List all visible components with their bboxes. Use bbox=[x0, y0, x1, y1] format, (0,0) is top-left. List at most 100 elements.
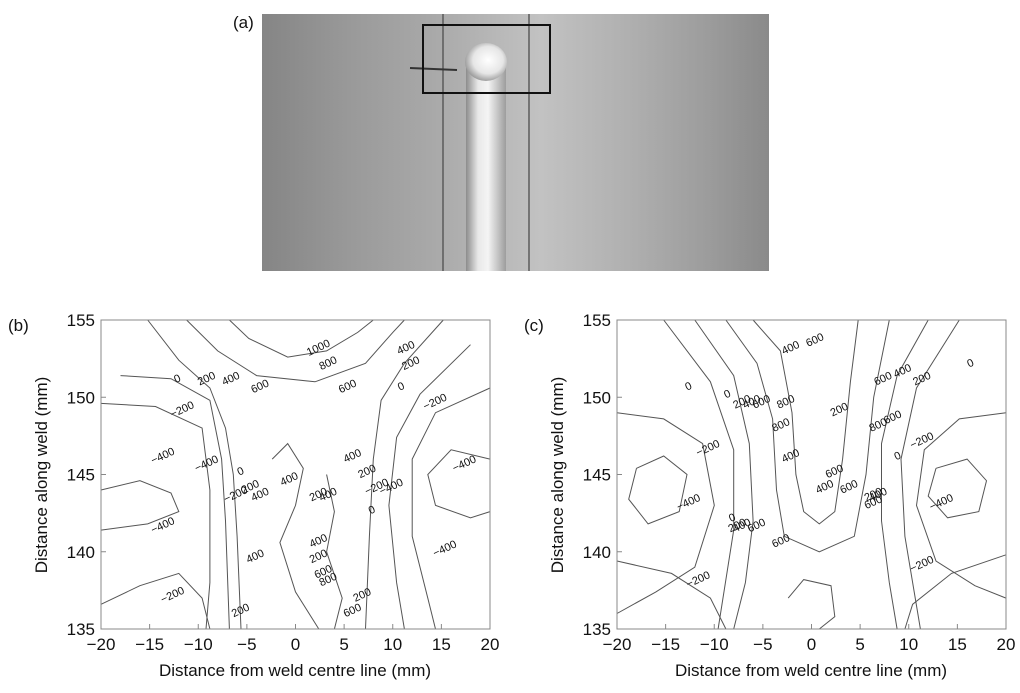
panel-c-y-tick-label: 145 bbox=[583, 466, 611, 485]
panel-c-contour-line bbox=[904, 554, 1007, 630]
panel-b-y-tick-label: 150 bbox=[67, 388, 95, 407]
panel-b-contour-label: 0 bbox=[396, 380, 407, 393]
panel-b-contour-line bbox=[100, 572, 211, 630]
panel-b-contour-label: 600 bbox=[249, 377, 271, 396]
panel-c-contour-label: −200 bbox=[908, 554, 936, 575]
panel-b-x-tick-label: −5 bbox=[237, 635, 256, 654]
panel-c-contour-line bbox=[725, 319, 890, 553]
panel-c-x-tick-label: 5 bbox=[855, 635, 864, 654]
panel-c-contour-line bbox=[927, 458, 988, 519]
weld-photo bbox=[262, 14, 769, 271]
panel-b-contour-line bbox=[120, 375, 230, 630]
panel-b-contour-label: 200 bbox=[351, 586, 373, 605]
panel-b-contour-lines bbox=[100, 319, 491, 630]
panel-b-contour-line bbox=[411, 387, 491, 630]
panel-b-y-tick-label: 140 bbox=[67, 543, 95, 562]
panel-c-contour-lines bbox=[616, 319, 1007, 630]
panel-c-contour-label: 400 bbox=[892, 362, 914, 381]
panel-c-x-tick-label: 0 bbox=[807, 635, 816, 654]
panel-c-contour-label: 800 bbox=[770, 416, 792, 435]
panel-b-contour-label: −400 bbox=[149, 446, 177, 467]
panel-b-contour-label: −400 bbox=[193, 453, 221, 474]
panel-c-x-tick-label: −20 bbox=[603, 635, 632, 654]
panel-b-contour-label: 0 bbox=[367, 504, 378, 517]
panel-b-contour-line bbox=[427, 449, 491, 519]
panel-b-contour-label: 400 bbox=[279, 470, 301, 489]
panel-c-y-tick-label: 135 bbox=[583, 620, 611, 639]
panel-b-contour-line bbox=[186, 319, 405, 383]
panel-c-contour-line bbox=[787, 579, 836, 630]
panel-c-y-axis-label: Distance along weld (mm) bbox=[548, 377, 567, 574]
panel-b-y-tick-label: 135 bbox=[67, 620, 95, 639]
weld-bead bbox=[466, 62, 506, 271]
panel-c-contour-label: 600 bbox=[882, 408, 904, 427]
panel-b-label: (b) bbox=[8, 316, 29, 335]
panel-b-contour-label: 200 bbox=[230, 602, 252, 621]
panel-b-x-tick-label: −10 bbox=[184, 635, 213, 654]
panel-c-contour-label: −400 bbox=[675, 492, 703, 513]
panel-b-contour-label: −200 bbox=[421, 392, 449, 413]
panel-b-contour-label: 400 bbox=[308, 532, 330, 551]
panel-c-contour-label: 600 bbox=[770, 532, 792, 551]
panel-b-contour-line bbox=[271, 442, 320, 630]
panel-c-contour-line bbox=[694, 319, 754, 630]
panel-b-x-tick-label: −15 bbox=[135, 635, 164, 654]
panel-b-contour-line bbox=[229, 319, 374, 358]
panel-b-contour-label: 400 bbox=[342, 447, 364, 466]
panel-c-x-axis-label: Distance from weld centre line (mm) bbox=[675, 661, 947, 680]
panel-c-contour-line bbox=[900, 319, 960, 630]
panel-c-x-tick-label: 10 bbox=[899, 635, 918, 654]
panel-b-contour-label: 1000 bbox=[305, 338, 332, 359]
panel-b-contour-line bbox=[100, 480, 180, 531]
marker-line bbox=[409, 67, 458, 71]
panel-c-contour-label: 0 bbox=[892, 450, 903, 463]
panel-c-contour-line bbox=[616, 560, 727, 630]
panel-c-x-tick-label: 15 bbox=[948, 635, 967, 654]
panel-b-x-tick-label: 0 bbox=[291, 635, 300, 654]
panel-c-x-ticks: −20 −15 −10 −5 0 5 10 15 20 bbox=[603, 624, 1015, 654]
panel-b: (b) −20 −15 −10 −5 0 5 10 15 20 135140145150155 … bbox=[8, 311, 499, 680]
panel-c-contour-label: 200 bbox=[911, 370, 933, 389]
panel-c-contour-label: 600 bbox=[804, 331, 826, 350]
panel-b-contour-line bbox=[326, 474, 343, 630]
panel-b-y-axis-label: Distance along weld (mm) bbox=[32, 377, 51, 574]
panel-c-x-tick-label: −15 bbox=[651, 635, 680, 654]
panel-b-y-ticks: 135 140 145 150 155 bbox=[67, 311, 106, 639]
panel-b-contour-label: 0 bbox=[235, 465, 246, 478]
panel-c-contour-line bbox=[881, 319, 929, 630]
panel-c-contour-line bbox=[628, 455, 688, 525]
panel-c-contour-label: 0 bbox=[683, 380, 694, 393]
panel-c-y-tick-label: 140 bbox=[583, 543, 611, 562]
panel-b-x-axis-label: Distance from weld centre line (mm) bbox=[159, 661, 431, 680]
panel-c-contour-label: 800 bbox=[775, 393, 797, 412]
panel-b-contour-label: 200 bbox=[400, 354, 422, 373]
panel-b-contour-label: −200 bbox=[169, 399, 197, 420]
panel-c-contour-label: 400 bbox=[780, 339, 802, 358]
panel-a-label: (a) bbox=[233, 13, 254, 32]
panel-c-contour-line bbox=[616, 412, 715, 614]
panel-c-contour-label: 600 bbox=[872, 370, 894, 389]
panel-b-x-tick-label: −20 bbox=[87, 635, 116, 654]
region-of-interest-box bbox=[422, 24, 551, 94]
panel-b-contour-label: −400 bbox=[451, 453, 479, 474]
panel-c-contour-label: −200 bbox=[908, 430, 936, 451]
panel-b-contour-label: 400 bbox=[244, 547, 266, 566]
panel-b-x-tick-label: 5 bbox=[339, 635, 348, 654]
panel-b-contour-line bbox=[388, 344, 471, 630]
panel-c-contour-label: 600 bbox=[838, 478, 860, 497]
panel-c-y-ticks: 135 140 145 150 155 bbox=[583, 311, 622, 639]
panel-b-x-tick-label: 10 bbox=[383, 635, 402, 654]
panel-c: (c) −20 −15 −10 −5 0 5 10 15 20 135140145150155 … bbox=[524, 311, 1015, 680]
panel-c-contour-line bbox=[915, 412, 1007, 599]
plate-surface bbox=[262, 14, 769, 271]
panel-c-contour-label: 0 bbox=[965, 357, 976, 370]
panel-a: (a) bbox=[233, 13, 769, 271]
panel-c-contour-line bbox=[663, 319, 735, 630]
panel-b-contour-label: 0 bbox=[172, 372, 183, 385]
panel-c-contour-label: −400 bbox=[928, 492, 956, 513]
panel-b-contour-label: 600 bbox=[342, 602, 364, 621]
panel-c-contour-label: 0 bbox=[727, 511, 738, 524]
panel-c-plot-frame bbox=[616, 319, 1007, 630]
